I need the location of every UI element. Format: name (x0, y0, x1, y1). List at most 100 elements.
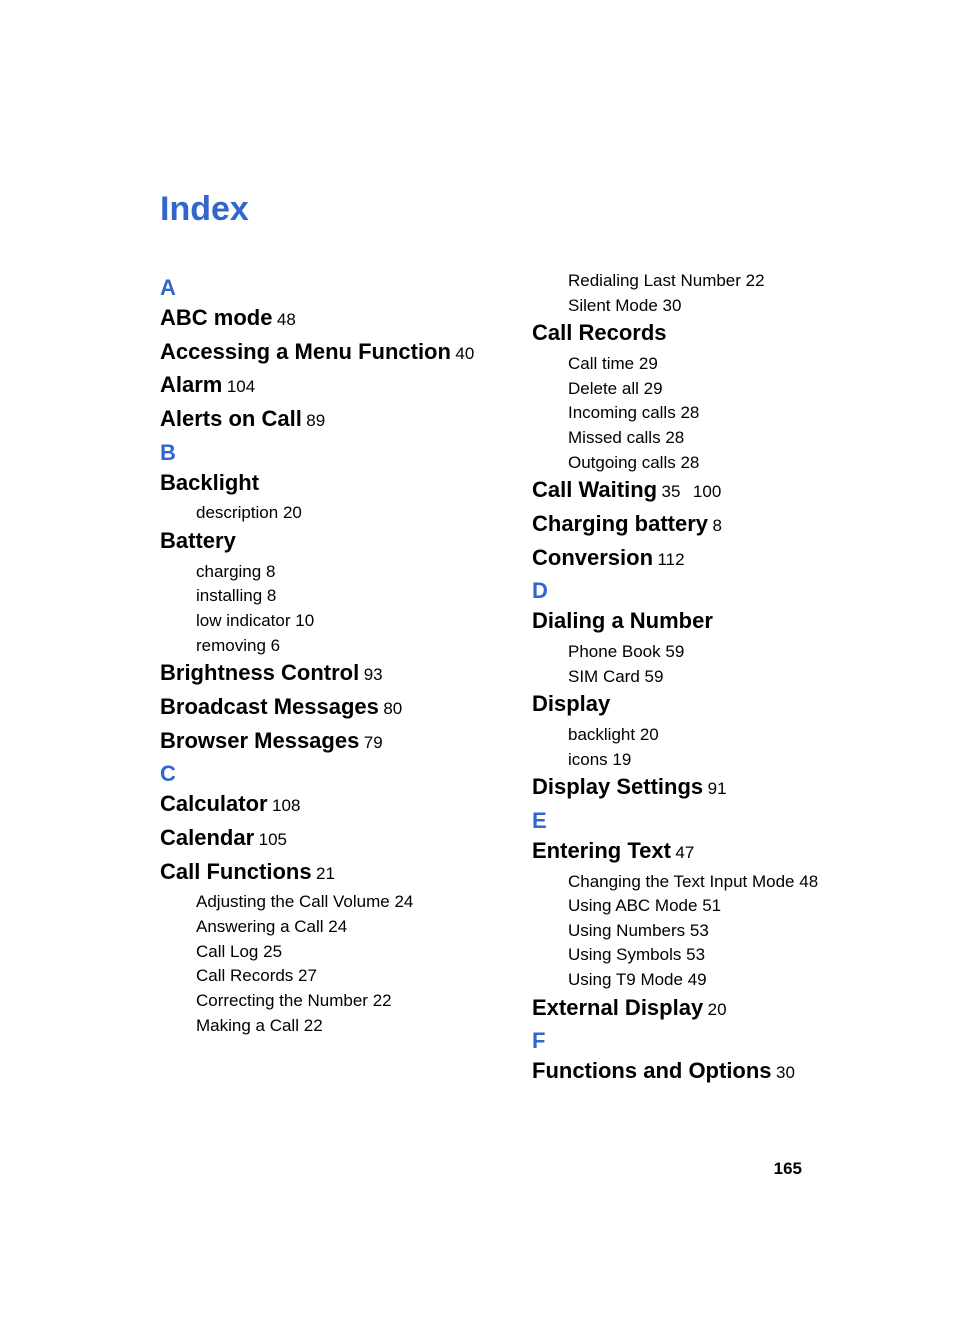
page-ref[interactable]: 30 (776, 1063, 795, 1082)
page-number: 165 (774, 1159, 802, 1179)
entry-display-settings: Display Settings 91 (532, 772, 864, 802)
page-ref[interactable]: 25 (263, 942, 282, 961)
section-letter-c: C (160, 761, 492, 787)
entry-heading: Alarm (160, 372, 222, 397)
page-ref[interactable]: 48 (277, 310, 296, 329)
sub-using-symbols: Using Symbols 53 (568, 943, 864, 968)
page-ref[interactable]: 35 (662, 482, 681, 501)
entry-heading: Accessing a Menu Function (160, 339, 451, 364)
entry-broadcast-messages: Broadcast Messages 80 (160, 692, 492, 722)
page-ref[interactable]: 20 (708, 1000, 727, 1019)
entry-functions-and-options: Functions and Options 30 (532, 1056, 864, 1086)
entry-heading: Brightness Control (160, 660, 359, 685)
sub-sim-card: SIM Card 59 (568, 665, 864, 690)
page-ref[interactable]: 104 (227, 377, 255, 396)
sub-text: Missed calls (568, 428, 661, 447)
page-ref[interactable]: 28 (680, 403, 699, 422)
sub-battery-removing: removing 6 (196, 634, 492, 659)
page-ref[interactable]: 40 (455, 344, 474, 363)
entry-heading: Calendar (160, 825, 254, 850)
page-ref[interactable]: 8 (266, 562, 275, 581)
page-ref[interactable]: 108 (272, 796, 300, 815)
page-ref[interactable]: 29 (644, 379, 663, 398)
page-ref[interactable]: 49 (688, 970, 707, 989)
page-ref[interactable]: 6 (271, 636, 280, 655)
page-ref[interactable]: 20 (283, 503, 302, 522)
page-ref[interactable]: 24 (328, 917, 347, 936)
page-ref[interactable]: 53 (690, 921, 709, 940)
sub-using-t9-mode: Using T9 Mode 49 (568, 968, 864, 993)
page-ref[interactable]: 47 (675, 843, 694, 862)
page-ref[interactable]: 20 (640, 725, 659, 744)
entry-heading: ABC mode (160, 305, 272, 330)
sub-text: Call Records (196, 966, 293, 985)
page-ref[interactable]: 105 (259, 830, 287, 849)
entry-call-waiting: Call Waiting 35 100 (532, 475, 864, 505)
entry-heading: Display Settings (532, 774, 703, 799)
sub-incoming-calls: Incoming calls 28 (568, 401, 864, 426)
page-ref[interactable]: 19 (612, 750, 631, 769)
sub-display-icons: icons 19 (568, 748, 864, 773)
sub-silent-mode: Silent Mode 30 (568, 294, 864, 319)
sub-changing-text-input-mode: Changing the Text Input Mode 48 (568, 870, 864, 895)
section-letter-e: E (532, 808, 864, 834)
entry-browser-messages: Browser Messages 79 (160, 726, 492, 756)
column-left: A ABC mode 48 Accessing a Menu Function … (160, 269, 492, 1090)
page-ref[interactable]: 27 (298, 966, 317, 985)
entry-heading: Broadcast Messages (160, 694, 379, 719)
sub-text: Using Symbols (568, 945, 681, 964)
sub-answering-a-call: Answering a Call 24 (196, 915, 492, 940)
page-ref[interactable]: 28 (680, 453, 699, 472)
sub-battery-low-indicator: low indicator 10 (196, 609, 492, 634)
page-ref[interactable]: 59 (665, 642, 684, 661)
page-ref[interactable]: 89 (306, 411, 325, 430)
page-ref[interactable]: 29 (639, 354, 658, 373)
page-ref[interactable]: 24 (394, 892, 413, 911)
page-ref[interactable]: 8 (712, 516, 721, 535)
sub-text: description (196, 503, 278, 522)
page-ref[interactable]: 22 (746, 271, 765, 290)
entry-call-functions: Call Functions 21 (160, 857, 492, 887)
sub-text: Incoming calls (568, 403, 676, 422)
sub-battery-charging: charging 8 (196, 560, 492, 585)
page-ref[interactable]: 8 (267, 586, 276, 605)
page-ref[interactable]: 93 (364, 665, 383, 684)
page-ref[interactable]: 80 (383, 699, 402, 718)
entry-conversion: Conversion 112 (532, 543, 864, 573)
page-ref[interactable]: 112 (657, 550, 684, 569)
entry-heading: Conversion (532, 545, 653, 570)
sub-text: Redialing Last Number (568, 271, 741, 290)
page-ref[interactable]: 10 (295, 611, 314, 630)
entry-alerts-on-call: Alerts on Call 89 (160, 404, 492, 434)
page-ref[interactable]: 22 (373, 991, 392, 1010)
sub-outgoing-calls: Outgoing calls 28 (568, 451, 864, 476)
page-ref[interactable]: 21 (316, 864, 335, 883)
page-ref[interactable]: 91 (708, 779, 727, 798)
entry-heading: Battery (160, 528, 236, 553)
sub-battery-installing: installing 8 (196, 584, 492, 609)
page-ref[interactable]: 30 (663, 296, 682, 315)
sub-adjusting-call-volume: Adjusting the Call Volume 24 (196, 890, 492, 915)
sub-call-records: Call Records 27 (196, 964, 492, 989)
page-ref[interactable]: 100 (693, 482, 721, 501)
page-ref[interactable]: 28 (665, 428, 684, 447)
sub-text: charging (196, 562, 261, 581)
page-ref[interactable]: 22 (304, 1016, 323, 1035)
page-ref[interactable]: 59 (645, 667, 664, 686)
entry-heading: Charging battery (532, 511, 708, 536)
page-ref[interactable]: 53 (686, 945, 705, 964)
sub-backlight-description: description 20 (196, 501, 492, 526)
sub-text: Answering a Call (196, 917, 324, 936)
sub-text: removing (196, 636, 266, 655)
entry-heading: Alerts on Call (160, 406, 302, 431)
entry-heading: External Display (532, 995, 703, 1020)
page-ref[interactable]: 48 (799, 872, 818, 891)
sub-delete-all: Delete all 29 (568, 377, 864, 402)
sub-redialing-last-number: Redialing Last Number 22 (568, 269, 864, 294)
column-right: Redialing Last Number 22 Silent Mode 30 … (532, 269, 864, 1090)
sub-text: Adjusting the Call Volume (196, 892, 390, 911)
page-ref[interactable]: 51 (702, 896, 721, 915)
sub-text: Using Numbers (568, 921, 685, 940)
sub-text: Correcting the Number (196, 991, 368, 1010)
page-ref[interactable]: 79 (364, 733, 383, 752)
